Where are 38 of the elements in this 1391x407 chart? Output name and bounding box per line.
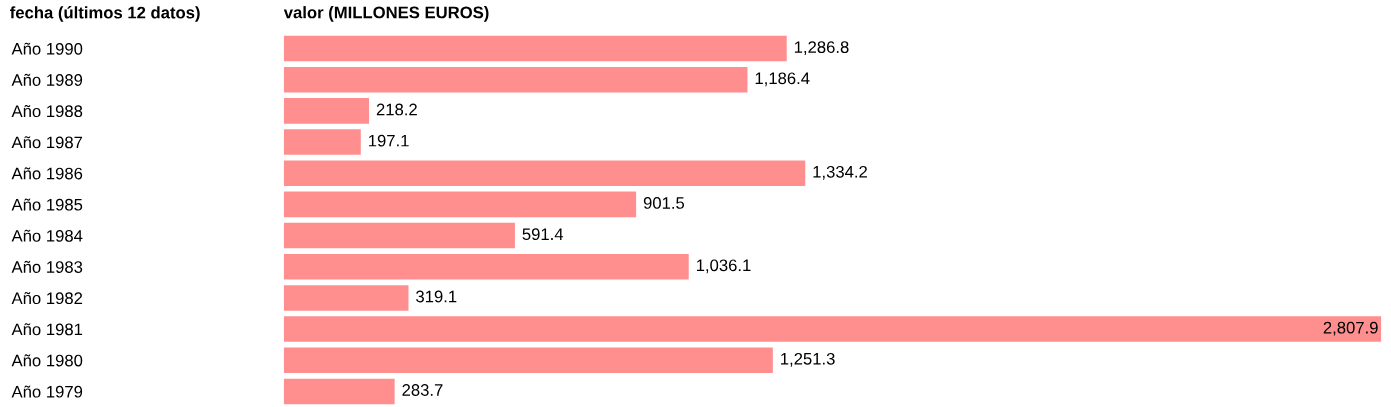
bar	[283, 129, 361, 155]
bar	[283, 191, 637, 218]
bar	[283, 222, 515, 249]
data-label: 319.1	[416, 290, 457, 303]
bar	[283, 98, 370, 124]
y-tick-label: Año 1981	[11, 323, 83, 336]
bar	[283, 160, 806, 187]
x-axis-title: valor (MILLONES EUROS)	[283, 6, 489, 22]
bar	[283, 316, 1382, 342]
y-tick-label: Año 1987	[11, 136, 83, 149]
data-label: 901.5	[643, 197, 685, 209]
data-label: 591.4	[522, 228, 564, 241]
data-label: 1,286.8	[794, 41, 849, 55]
data-label: 218.2	[376, 103, 417, 116]
data-label: 1,036.1	[696, 259, 751, 274]
data-label: 1,334.2	[813, 165, 867, 180]
y-tick-label: Año 1989	[11, 73, 83, 86]
bar	[283, 35, 787, 62]
data-label: 1,186.4	[755, 72, 810, 87]
y-tick-label: Año 1982	[11, 291, 83, 305]
y-tick-label: Año 1979	[11, 385, 83, 398]
bar	[283, 253, 689, 280]
y-tick-label: Año 1990	[11, 42, 83, 55]
bar	[283, 285, 409, 311]
data-label: 197.1	[369, 134, 409, 147]
bar	[283, 66, 748, 93]
y-tick-label: Año 1985	[11, 198, 83, 211]
y-tick-label: Año 1988	[11, 104, 83, 118]
y-axis-title: fecha (últimos 12 datos)	[10, 6, 200, 22]
bar	[283, 347, 773, 374]
y-tick-label: Año 1983	[11, 260, 83, 273]
y-tick-label: Año 1980	[11, 354, 83, 367]
data-label: 2,807.9	[1323, 321, 1378, 336]
data-label: 283.7	[402, 384, 443, 396]
bar	[283, 378, 395, 405]
y-tick-label: Año 1986	[11, 167, 83, 180]
y-tick-label: Año 1984	[11, 229, 83, 242]
data-label: 1,251.3	[781, 352, 835, 367]
